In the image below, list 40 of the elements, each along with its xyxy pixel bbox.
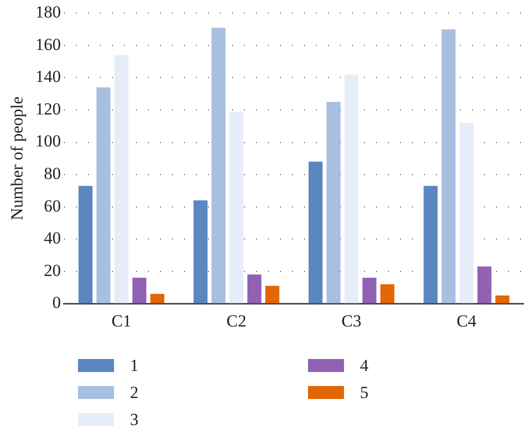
bar — [326, 102, 341, 304]
bar — [78, 186, 93, 304]
bar — [344, 74, 358, 304]
bar — [308, 162, 323, 304]
y-tick-label: 140 — [35, 67, 61, 86]
legend-label: 2 — [130, 382, 138, 402]
bar — [265, 286, 280, 304]
bar — [150, 294, 164, 304]
y-axis-title: Number of people — [8, 96, 27, 220]
y-tick-label: 120 — [35, 99, 61, 118]
y-tick-label: 20 — [44, 260, 61, 280]
bar — [96, 87, 110, 304]
x-tick-label: C1 — [111, 311, 132, 330]
bar — [477, 266, 492, 304]
bar — [247, 274, 262, 304]
legend-label: 3 — [130, 410, 138, 427]
legend-label: 4 — [360, 356, 368, 376]
x-tick-label: C4 — [456, 311, 477, 330]
y-tick-label: 40 — [44, 228, 61, 248]
bar — [114, 55, 128, 304]
legend-label: 1 — [130, 356, 138, 376]
bar — [442, 29, 456, 304]
y-tick-label: 0 — [52, 293, 61, 312]
bar — [211, 28, 226, 304]
bar — [132, 278, 146, 304]
bar — [194, 200, 208, 304]
bar — [229, 112, 244, 304]
y-tick-label: 160 — [35, 34, 61, 54]
x-tick-label: C3 — [342, 311, 362, 330]
bar — [495, 296, 510, 304]
bar — [459, 122, 474, 304]
y-tick-label: 100 — [35, 132, 61, 151]
y-tick-label: 60 — [44, 196, 61, 216]
x-tick-label: C2 — [226, 311, 246, 330]
bar — [424, 186, 438, 304]
y-tick-label: 180 — [35, 2, 61, 22]
bar — [362, 278, 376, 304]
bar — [380, 284, 394, 304]
y-tick-label: 80 — [44, 164, 61, 183]
legend-label: 5 — [360, 382, 368, 402]
